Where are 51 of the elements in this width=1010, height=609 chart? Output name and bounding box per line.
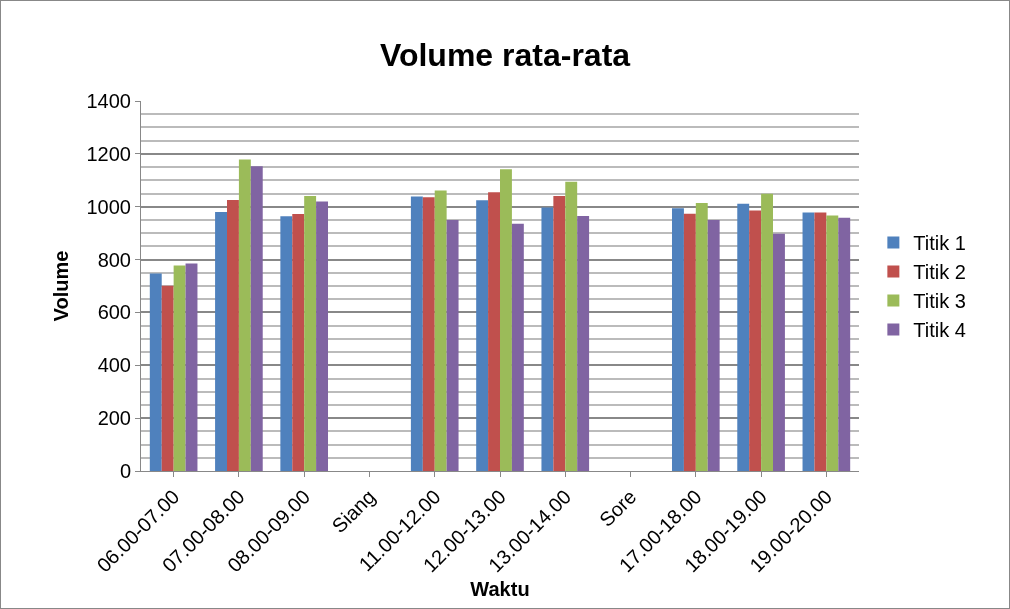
bar [422, 197, 435, 471]
bar [761, 193, 773, 471]
bar [553, 195, 566, 471]
bar [238, 159, 251, 471]
bar [185, 263, 198, 471]
bar [749, 210, 762, 471]
legend-label: Titik 3 [913, 290, 966, 313]
y-tick-label: 200 [97, 407, 131, 430]
y-tick-label: 1400 [86, 90, 131, 112]
y-tick-label: 1000 [86, 195, 131, 218]
bar [434, 190, 447, 471]
bar [814, 212, 827, 471]
bar [671, 208, 684, 471]
bar [511, 223, 524, 471]
bar [500, 169, 512, 471]
bar [565, 181, 578, 471]
y-axis-title: Volume [50, 250, 72, 322]
bar [446, 219, 459, 471]
chart-title: Volume rata-rata [379, 36, 631, 73]
bar [488, 192, 500, 471]
bar [737, 203, 750, 471]
bar [683, 213, 696, 471]
bar [541, 207, 554, 471]
bar [707, 219, 720, 471]
bar [773, 233, 785, 471]
bar [215, 212, 227, 471]
legend-label: Titik 4 [913, 319, 966, 342]
legend-label: Titik 1 [913, 232, 966, 255]
y-tick-label: 400 [97, 354, 131, 377]
y-tick-label: 800 [97, 248, 131, 271]
bar [304, 195, 317, 471]
bar [292, 214, 305, 471]
bar [227, 200, 239, 471]
y-tick-label: 1200 [86, 142, 131, 165]
bar [695, 203, 708, 471]
bar [476, 200, 489, 471]
bar [250, 166, 263, 471]
legend-label: Titik 2 [913, 261, 966, 284]
bar [802, 212, 815, 471]
y-tick-label: 0 [119, 460, 131, 482]
x-axis-title: Waktu [470, 578, 530, 601]
y-tick-label: 600 [97, 301, 131, 324]
bar [410, 196, 423, 471]
bar [280, 216, 293, 471]
bar [826, 215, 839, 471]
bar [316, 201, 329, 471]
bar [838, 217, 851, 471]
bar [577, 215, 590, 471]
bar [161, 285, 174, 471]
bar [173, 265, 186, 471]
bar [149, 273, 162, 471]
